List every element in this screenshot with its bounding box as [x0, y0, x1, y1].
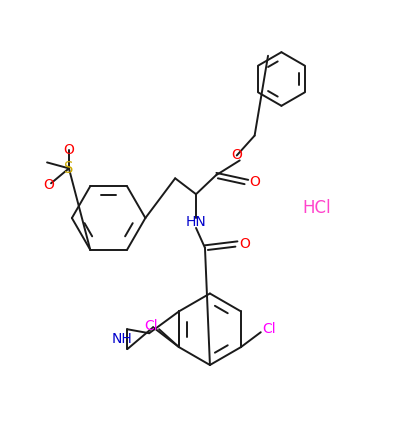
Text: O: O — [44, 178, 54, 192]
Text: O: O — [239, 237, 250, 251]
Text: HN: HN — [186, 215, 206, 229]
Text: Cl: Cl — [262, 322, 276, 336]
Text: O: O — [249, 175, 260, 189]
Text: S: S — [64, 161, 74, 176]
Text: NH: NH — [112, 332, 133, 346]
Text: Cl: Cl — [144, 319, 158, 333]
Text: O: O — [231, 148, 242, 163]
Text: HCl: HCl — [303, 199, 332, 217]
Text: O: O — [64, 143, 74, 158]
